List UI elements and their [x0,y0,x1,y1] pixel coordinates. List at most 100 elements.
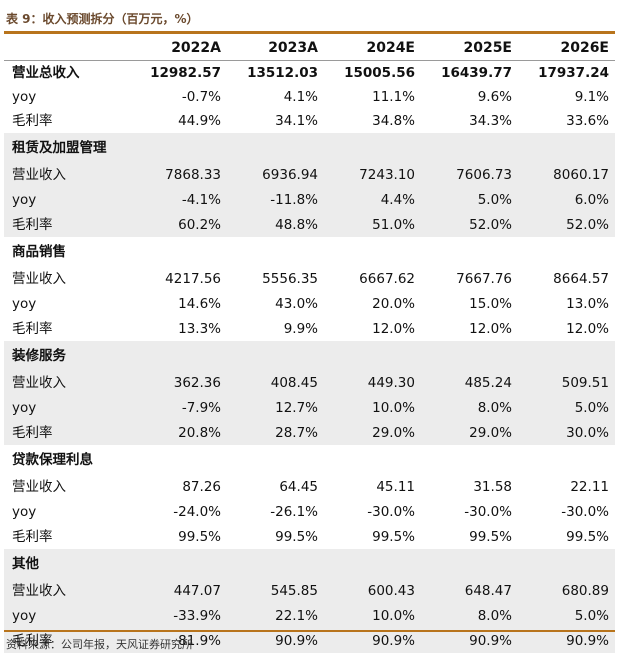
value-cell: 29.0% [421,420,518,445]
value-cell: 99.5% [275,528,318,545]
row-label: 毛利率 [12,320,53,337]
value-cell [324,341,421,371]
value-cell: 99.5% [469,528,512,545]
value-cell: 45.11 [376,479,415,495]
top-rule [4,31,615,34]
value-cell [130,445,227,475]
value-cell: 10.0% [324,395,421,420]
row-label: 营业收入 [4,579,130,603]
row-label: 毛利率 [4,212,130,237]
value-cell: 34.1% [275,113,318,129]
value-cell: 8.0% [421,395,518,420]
value-cell: 13.3% [178,320,221,337]
segment-row: 毛利率 20.8% 28.7% 29.0% 29.0% 30.0% [4,420,615,445]
segment-title-row: 其他 [4,549,615,579]
value-cell [130,341,227,371]
value-cell: 12.0% [372,320,415,337]
value-cell [227,237,324,267]
row-label: 营业收入 [4,163,130,187]
row-label: 毛利率 [4,420,130,445]
value-cell: -24.0% [173,503,221,520]
value-cell: 6936.94 [227,163,324,187]
value-cell: 9.6% [477,89,512,105]
value-cell: 6667.62 [359,271,415,287]
value-cell [130,237,227,267]
total-row: 营业总收入 12982.57 13512.03 15005.56 16439.77 179… [4,60,615,85]
value-cell: -30.0% [561,503,609,520]
value-cell: 680.89 [518,579,615,603]
value-cell: -33.9% [130,603,227,628]
segment-row: 营业收入 87.26 64.45 45.11 31.58 22.11 [4,475,615,499]
value-cell [518,133,615,163]
row-label: 其他 [4,549,130,579]
segment-row: 营业收入 7868.33 6936.94 7243.10 7606.73 8060.17 [4,163,615,187]
value-cell: 99.5% [178,528,221,545]
segment-row: 营业收入 362.36 408.45 449.30 485.24 509.51 [4,371,615,395]
value-cell: 90.9% [518,628,615,653]
value-cell: 9.9% [283,320,318,337]
total-row: 毛利率 44.9% 34.1% 34.8% 34.3% 33.6% [4,109,615,133]
value-cell: 15.0% [469,295,512,312]
value-cell: 81.9% [130,628,227,653]
segment-row: 毛利率 13.3% 9.9% 12.0% 12.0% 12.0% [4,316,615,341]
value-cell: 408.45 [227,371,324,395]
value-cell: -11.8% [227,187,324,212]
value-cell: 449.30 [324,371,421,395]
segment-row: 营业收入 447.07 545.85 600.43 648.47 680.89 [4,579,615,603]
value-cell [421,237,518,267]
value-cell [324,445,421,475]
segment-row: yoy -7.9% 12.7% 10.0% 8.0% 5.0% [4,395,615,420]
bottom-rule [4,630,615,632]
source-note: 资料来源：公司年报，天风证券研究所 [6,638,193,651]
row-label: yoy [4,603,130,628]
value-cell: 13512.03 [227,60,324,85]
header-cell-2025e: 2025E [463,40,512,56]
value-cell: 11.1% [372,89,415,105]
value-cell [518,237,615,267]
value-cell: 22.11 [570,479,609,495]
segment-row: 毛利率 99.5% 99.5% 99.5% 99.5% 99.5% [4,524,615,549]
segment-row: yoy -33.9% 22.1% 10.0% 8.0% 5.0% [4,603,615,628]
value-cell: -0.7% [181,89,221,105]
value-cell: 28.7% [227,420,324,445]
row-label: 商品销售 [12,244,66,260]
row-label: 装修服务 [4,341,130,371]
row-label: 营业收入 [12,271,66,287]
value-cell: 12982.57 [130,60,227,85]
value-cell: 4217.56 [165,271,221,287]
value-cell: 362.36 [130,371,227,395]
value-cell: 99.5% [372,528,415,545]
row-label: 毛利率 [12,113,53,129]
value-cell: 7606.73 [421,163,518,187]
segment-row: yoy -4.1% -11.8% 4.4% 5.0% 6.0% [4,187,615,212]
value-cell: 9.1% [574,89,609,105]
value-cell: 16439.77 [421,60,518,85]
row-label: yoy [12,503,37,520]
row-label: yoy [4,395,130,420]
value-cell: 30.0% [518,420,615,445]
segment-row: yoy 14.6% 43.0% 20.0% 15.0% 13.0% [4,291,615,316]
value-cell: 509.51 [518,371,615,395]
row-label: yoy [4,187,130,212]
value-cell [130,549,227,579]
value-cell: 7243.10 [324,163,421,187]
value-cell: 87.26 [182,479,221,495]
row-label: 租赁及加盟管理 [4,133,130,163]
value-cell [227,133,324,163]
row-label: 营业收入 [4,371,130,395]
value-cell: 447.07 [130,579,227,603]
value-cell [227,341,324,371]
value-cell: 5.0% [421,187,518,212]
value-cell: 5556.35 [262,271,318,287]
revenue-forecast-table: 2022A 2023A 2024E 2025E 2026E 营业总收入 12982… [4,36,615,653]
value-cell [518,549,615,579]
value-cell: 64.45 [279,479,318,495]
table-caption: 表 9：收入预测拆分（百万元，%） [6,12,199,26]
value-cell: 51.0% [324,212,421,237]
value-cell [518,445,615,475]
header-cell-label [4,36,130,61]
value-cell: 12.0% [469,320,512,337]
value-cell [324,133,421,163]
row-label: 贷款保理利息 [12,452,93,468]
value-cell [227,549,324,579]
